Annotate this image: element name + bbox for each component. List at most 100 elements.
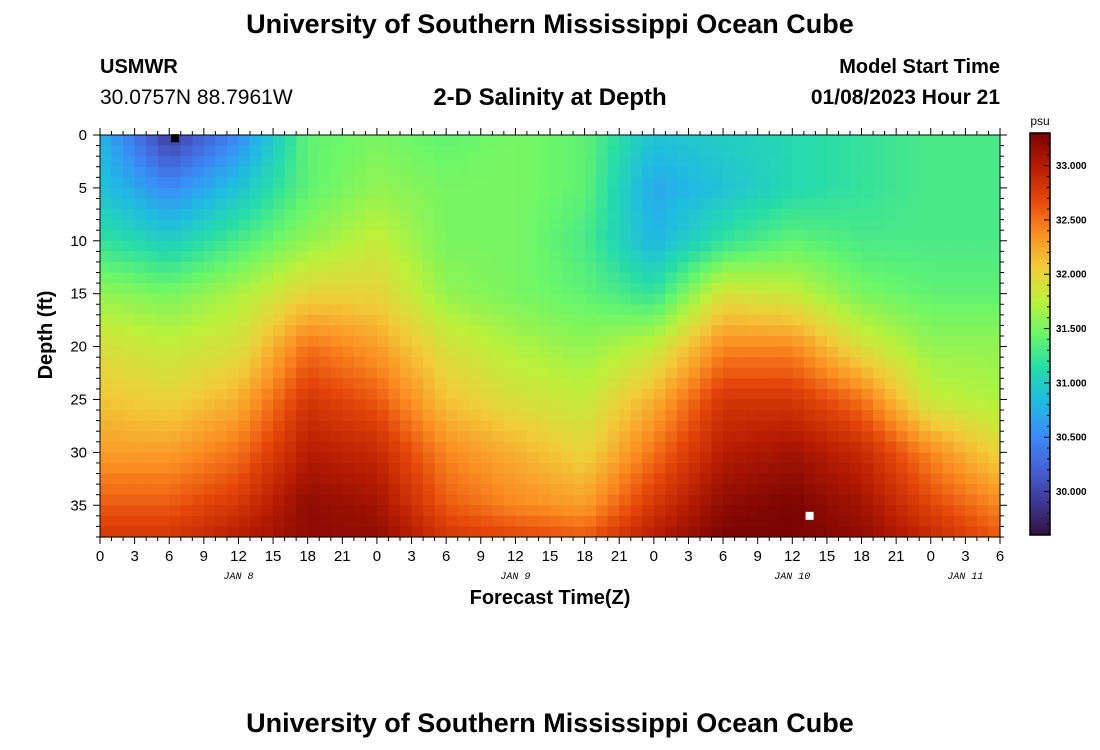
heatmap-cell [526, 325, 540, 337]
heatmap-cell [826, 357, 840, 369]
heatmap-cell [423, 135, 436, 147]
heatmap-cell [480, 325, 493, 337]
heatmap-cell [653, 484, 666, 496]
heatmap-cell [342, 177, 355, 189]
heatmap-cell [526, 166, 540, 178]
heatmap-cell [353, 283, 366, 295]
heatmap-cell [411, 336, 424, 348]
heatmap-cell [700, 515, 713, 528]
heatmap-cell [446, 410, 459, 422]
heatmap-cell [584, 314, 597, 327]
heatmap-cell [988, 462, 1001, 475]
heatmap-cell [607, 441, 620, 453]
heatmap-cell [734, 357, 747, 369]
heatmap-cell [919, 357, 932, 369]
heatmap-cell [203, 325, 216, 337]
heatmap-cell [203, 251, 216, 263]
heatmap-cell [423, 346, 436, 358]
heatmap-cell [953, 325, 966, 337]
heatmap-cell [584, 452, 597, 464]
heatmap-cell [100, 462, 113, 475]
heatmap-cell [169, 293, 182, 305]
heatmap-cell [711, 336, 724, 348]
heatmap-cell [376, 515, 390, 528]
heatmap-cell [896, 452, 909, 464]
heatmap-cell [838, 272, 851, 284]
heatmap-cell [630, 272, 643, 284]
heatmap-cell [561, 156, 574, 168]
x-tick-label: 3 [130, 548, 138, 565]
heatmap-cell [757, 209, 770, 221]
heatmap-cell [630, 219, 643, 231]
heatmap-cell [896, 325, 909, 337]
heatmap-cell [596, 505, 609, 517]
heatmap-cell [411, 304, 424, 316]
heatmap-cell [607, 420, 620, 432]
heatmap-cell [942, 336, 955, 348]
heatmap-cell [723, 272, 736, 284]
heatmap-cell [769, 240, 782, 252]
heatmap-cell [100, 304, 113, 316]
heatmap-cell [630, 293, 643, 305]
heatmap-cell [826, 187, 840, 200]
heatmap-cell [676, 526, 690, 538]
heatmap-cell [203, 272, 216, 284]
heatmap-cell [861, 505, 874, 517]
heatmap-cell [734, 431, 747, 443]
heatmap-cell [411, 420, 424, 432]
heatmap-cell [746, 198, 759, 210]
heatmap-cell [930, 388, 943, 401]
heatmap-cell [284, 187, 297, 200]
heatmap-cell [319, 230, 332, 242]
heatmap-cell [503, 251, 516, 263]
heatmap-cell [642, 198, 655, 210]
heatmap-cell [365, 240, 378, 252]
heatmap-cell [538, 494, 551, 506]
y-tick-label: 0 [79, 127, 87, 144]
heatmap-cell [907, 346, 920, 358]
heatmap-cell [630, 177, 643, 189]
heatmap-cell [503, 272, 516, 284]
heatmap-cell [619, 494, 632, 506]
heatmap-cell [561, 314, 574, 327]
heatmap-cell [376, 357, 390, 369]
heatmap-cell [330, 367, 343, 379]
heatmap-cell [238, 251, 251, 263]
heatmap-cell [192, 420, 205, 432]
heatmap-cell [538, 283, 551, 295]
heatmap-cell [734, 135, 747, 147]
heatmap-cell [711, 378, 724, 390]
heatmap-cell [953, 251, 966, 263]
heatmap-cell [757, 441, 770, 453]
heatmap-cell [769, 283, 782, 295]
heatmap-cell [607, 399, 620, 411]
heatmap-cell [884, 420, 897, 432]
heatmap-cell [365, 261, 378, 274]
heatmap-cell [619, 261, 632, 274]
heatmap-cell [953, 399, 966, 411]
heatmap-cell [723, 367, 736, 379]
heatmap-cell [388, 240, 401, 252]
heatmap-cell [446, 452, 459, 464]
heatmap-cell [307, 304, 320, 316]
heatmap-cell [619, 293, 632, 305]
heatmap-cell [619, 283, 632, 295]
heatmap-cell [873, 388, 886, 401]
heatmap-cell [792, 240, 805, 252]
heatmap-cell [400, 135, 413, 147]
colorbar-tick-label: 31.000 [1056, 378, 1087, 389]
heatmap-cell [792, 219, 805, 231]
heatmap-cell [838, 240, 851, 252]
heatmap-cell [319, 388, 332, 401]
heatmap-cell [896, 515, 909, 528]
heatmap-cell [353, 484, 366, 496]
heatmap-cell [215, 325, 228, 337]
heatmap-cell [111, 209, 124, 221]
heatmap-cell [907, 357, 920, 369]
heatmap-cell [734, 399, 747, 411]
heatmap-cell [238, 230, 251, 242]
heatmap-cell [469, 515, 482, 528]
heatmap-cell [642, 177, 655, 189]
heatmap-cell [596, 166, 609, 178]
heatmap-cell [296, 219, 309, 231]
